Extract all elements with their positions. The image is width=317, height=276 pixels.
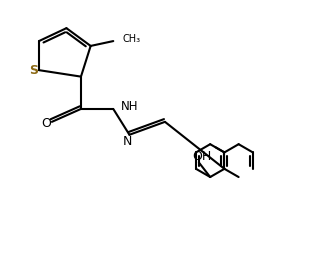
Text: CH₃: CH₃ (122, 34, 140, 44)
Text: OH: OH (192, 150, 211, 163)
Text: O: O (41, 117, 51, 130)
Text: S: S (29, 64, 38, 77)
Text: NH: NH (120, 100, 138, 113)
Text: N: N (123, 135, 133, 148)
